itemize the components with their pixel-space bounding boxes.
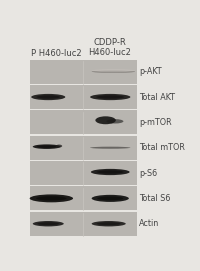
Bar	[30, 60, 137, 84]
Ellipse shape	[92, 71, 135, 73]
Bar	[30, 110, 137, 134]
Bar	[30, 85, 137, 109]
Ellipse shape	[92, 195, 129, 202]
Ellipse shape	[95, 116, 116, 124]
Ellipse shape	[37, 222, 59, 225]
Bar	[30, 212, 137, 236]
Text: Total AKT: Total AKT	[139, 92, 175, 102]
Ellipse shape	[97, 170, 124, 174]
Bar	[30, 161, 137, 185]
Bar	[30, 136, 137, 160]
Ellipse shape	[33, 221, 64, 227]
Ellipse shape	[91, 169, 130, 175]
Ellipse shape	[106, 119, 123, 124]
Ellipse shape	[92, 69, 135, 72]
Text: CDDP-R
H460-luc2: CDDP-R H460-luc2	[88, 38, 131, 57]
Ellipse shape	[97, 222, 121, 225]
Text: p-mTOR: p-mTOR	[139, 118, 172, 127]
Ellipse shape	[97, 196, 123, 200]
Ellipse shape	[31, 94, 65, 100]
Text: p-S6: p-S6	[139, 169, 157, 178]
Ellipse shape	[36, 196, 67, 201]
Text: P H460-luc2: P H460-luc2	[31, 49, 82, 57]
Ellipse shape	[92, 221, 126, 227]
Ellipse shape	[37, 146, 56, 148]
Ellipse shape	[56, 144, 62, 147]
Ellipse shape	[90, 94, 130, 100]
Text: Actin: Actin	[139, 219, 159, 228]
Text: p-AKT: p-AKT	[139, 67, 162, 76]
Text: Total S6: Total S6	[139, 194, 170, 203]
Ellipse shape	[90, 147, 130, 149]
Ellipse shape	[96, 95, 124, 99]
Bar	[30, 186, 137, 210]
Ellipse shape	[33, 144, 61, 149]
Text: Total mTOR: Total mTOR	[139, 143, 185, 152]
Ellipse shape	[30, 194, 73, 202]
Ellipse shape	[36, 95, 60, 99]
